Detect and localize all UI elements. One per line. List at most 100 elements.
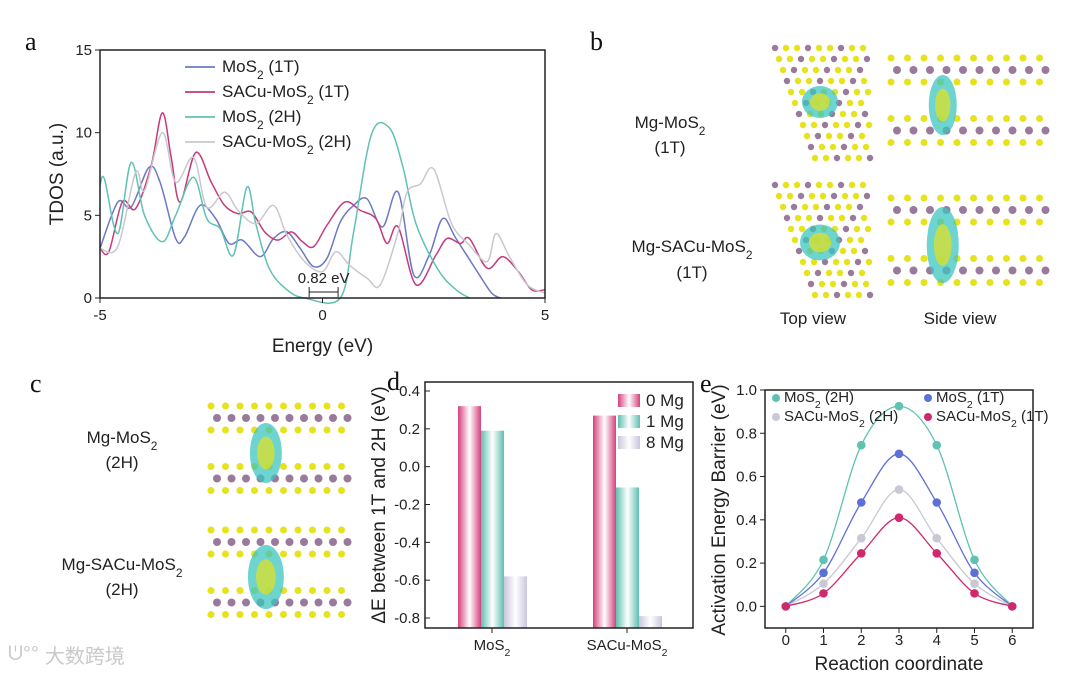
atom	[804, 181, 812, 189]
plot-area-a	[99, 112, 546, 304]
sulfur-atom	[920, 194, 928, 202]
sulfur-atom	[323, 402, 331, 410]
text-part: (2H)	[865, 408, 898, 425]
atom	[799, 258, 807, 266]
structure-top-view-2	[771, 181, 874, 299]
sulfur-atom	[323, 611, 331, 618]
atom	[848, 44, 856, 52]
atom	[853, 225, 861, 233]
subscript: 2	[699, 124, 706, 138]
sulfur-atom	[294, 611, 302, 618]
sulfur-atom	[1003, 194, 1010, 202]
text-part: SACu-MoS	[587, 637, 662, 654]
barrier-curve-0	[785, 405, 1013, 607]
atom	[775, 55, 783, 63]
y-tick-label: 0.4	[399, 383, 420, 400]
atom	[862, 143, 870, 151]
sulfur-atom	[986, 194, 994, 202]
y-tick-label: 0.2	[399, 421, 420, 438]
y-tick-label: 15	[75, 42, 92, 59]
atom	[833, 154, 841, 162]
sulfur-atom	[294, 402, 302, 410]
subscript: 2	[815, 399, 821, 411]
data-point	[894, 485, 904, 494]
sulfur-atom	[1019, 78, 1027, 86]
y-tick-label: 0	[84, 290, 92, 307]
sulfur-atom	[904, 194, 911, 202]
atom	[848, 181, 856, 189]
sulfur-atom	[904, 115, 911, 122]
sulfur-atom	[338, 526, 345, 534]
atom	[842, 88, 850, 96]
sulfur-atom	[309, 426, 316, 434]
atom	[847, 269, 855, 277]
label-mg-mos2-1t-phase: (1T)	[654, 138, 685, 157]
atom	[794, 214, 802, 222]
sulfur-atom	[986, 78, 994, 86]
molybdenum-atom	[975, 266, 984, 275]
sulfur-atom	[207, 463, 215, 470]
atom	[866, 291, 874, 299]
x-tick-label: 5	[541, 307, 549, 324]
data-point	[894, 449, 904, 459]
atom	[799, 121, 807, 129]
sulfur-atom	[280, 487, 287, 494]
atom	[838, 214, 846, 222]
atom	[836, 132, 844, 140]
molybdenum-atom	[1008, 266, 1017, 275]
data-point	[1007, 602, 1017, 611]
sulfur-atom	[953, 78, 961, 86]
molybdenum-atom	[909, 266, 918, 275]
legend-label: 1 Mg	[646, 412, 684, 431]
sulfur-atom	[1036, 218, 1043, 226]
sulfur-atom	[338, 426, 345, 434]
atom	[797, 55, 805, 63]
molybdenum-atom	[213, 538, 221, 546]
legend-marker	[772, 394, 780, 402]
bar-0-mg	[458, 406, 481, 628]
molybdenum-atom	[893, 206, 901, 214]
data-point	[819, 579, 828, 588]
sulfur-atom	[323, 426, 331, 434]
atom	[847, 132, 855, 140]
sulfur-atom	[294, 426, 302, 434]
atom	[814, 132, 822, 140]
sulfur-atom	[887, 194, 895, 202]
x-tick-label: 0	[318, 307, 326, 324]
data-point	[932, 533, 942, 543]
atom	[858, 132, 866, 140]
atom	[786, 55, 794, 63]
legend-label: 8 Mg	[646, 433, 684, 452]
sulfur-atom	[970, 115, 977, 122]
molybdenum-atom	[256, 414, 265, 422]
atom	[815, 44, 823, 52]
sulfur-atom	[986, 139, 994, 146]
sulfur-atom	[294, 463, 302, 470]
structure-side-view-2	[887, 194, 1050, 286]
atom	[803, 132, 811, 140]
structure-side-view-1	[887, 54, 1050, 146]
data-point	[970, 568, 979, 578]
legend-label: SACu-MoS2 (2H)	[222, 132, 351, 157]
atom	[841, 55, 849, 63]
sulfur-atom	[887, 218, 895, 226]
structure-top-view-1	[771, 44, 874, 162]
atom	[816, 214, 824, 222]
data-point	[819, 589, 828, 598]
atom	[783, 77, 791, 85]
atom	[823, 203, 831, 211]
atom	[830, 192, 838, 200]
atom	[779, 66, 787, 74]
text-part: MoS	[474, 637, 505, 654]
watermark-text: 大数跨境	[44, 646, 125, 668]
atom	[830, 55, 838, 63]
atom	[827, 214, 835, 222]
y-tick-label: 0.8	[736, 425, 757, 442]
atom	[807, 143, 815, 151]
x-tick-label: 4	[933, 632, 941, 649]
x-axis-label: Reaction coordinate	[815, 654, 984, 675]
atom	[786, 192, 794, 200]
atom	[834, 203, 842, 211]
top-view-label: Top view	[780, 309, 847, 328]
